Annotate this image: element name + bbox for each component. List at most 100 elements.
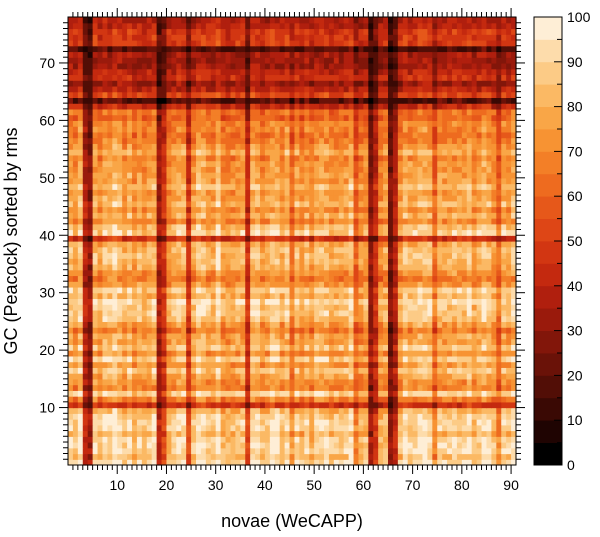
heatmap-cell [161,241,168,248]
heatmap-cell [87,281,94,288]
heatmap-cell [348,223,355,231]
heatmap-cell [412,172,419,179]
heatmap-cell [294,338,300,345]
heatmap-cell [461,373,468,380]
heatmap-cell [373,235,379,242]
heatmap-cell [269,195,276,202]
heatmap-cell [294,390,300,397]
heatmap-cell [284,350,291,357]
heatmap-cell [511,154,517,162]
heatmap-cell [456,350,463,357]
heatmap-cell [171,281,177,288]
heatmap-cell [191,424,197,432]
heatmap-cell [127,292,133,300]
heatmap-cell [102,252,108,259]
heatmap-cell [491,338,497,345]
heatmap-cell [333,315,340,323]
heatmap-cell [264,258,271,265]
heatmap-cell [511,453,517,460]
heatmap-cell [181,304,187,311]
heatmap-cell [215,149,222,156]
heatmap-cell [264,286,271,294]
heatmap-cell [476,453,483,460]
heatmap-cell [264,183,271,190]
heatmap-cell [491,258,497,265]
heatmap-cell [456,206,463,213]
heatmap-cell [476,442,483,449]
heatmap-cell [166,149,172,156]
heatmap-cell [496,384,502,391]
heatmap-cell [181,355,187,363]
heatmap-cell [402,229,409,236]
heatmap-cell [501,419,507,426]
heatmap-cell [294,453,300,460]
heatmap-cell [235,459,241,466]
heatmap-cell [461,453,468,460]
heatmap-cell [363,401,369,409]
heatmap-cell [230,172,236,179]
heatmap-cell [373,189,379,196]
heatmap-cell [324,252,330,259]
heatmap-cell [466,154,473,162]
heatmap-cell [92,390,99,397]
heatmap-cell [255,286,261,294]
heatmap-cell [378,149,384,156]
heatmap-cell [388,189,394,196]
heatmap-cell [392,160,399,167]
heatmap-cell [181,447,187,455]
heatmap-cell [447,269,453,277]
heatmap-cell [156,195,163,202]
heatmap-cell [348,447,355,455]
heatmap-cell [97,195,104,202]
heatmap-cell [358,436,364,443]
heatmap-cell [122,447,128,455]
heatmap-cell [176,401,182,409]
heatmap-cell [176,453,182,460]
heatmap-cell [373,447,379,455]
heatmap-cell [176,241,182,248]
heatmap-cell [319,246,325,254]
heatmap-cell [328,263,335,271]
heatmap-cell [481,298,488,305]
heatmap-cell [77,459,84,466]
heatmap-cell [491,241,497,248]
heatmap-cell [264,177,271,185]
heatmap-cell [87,384,94,391]
heatmap-cell [235,384,241,391]
heatmap-cell [166,459,172,466]
heatmap-cell [299,177,305,185]
heatmap-cell [196,332,202,340]
heatmap-cell [141,166,148,173]
heatmap-cell [348,189,355,196]
heatmap-cell [432,459,438,466]
heatmap-cell [348,281,355,288]
heatmap-cell [200,327,207,334]
heatmap-cell [506,298,512,305]
heatmap-cell [117,373,123,380]
heatmap-cell [117,436,123,443]
heatmap-cell [235,321,241,328]
heatmap-cell [284,183,291,190]
heatmap-cell [402,401,409,409]
heatmap-cell [422,424,428,432]
heatmap-cell [92,235,99,242]
heatmap-cell [333,183,340,190]
heatmap-cell [447,160,453,167]
heatmap-cell [353,200,360,208]
heatmap-cell [264,154,271,162]
heatmap-cell [146,321,153,328]
heatmap-cell [412,430,419,437]
heatmap-cell [97,327,104,334]
heatmap-cell [294,378,300,386]
heatmap-cell [279,367,286,374]
heatmap-cell [102,154,108,162]
heatmap-cell [235,218,241,225]
heatmap-cell [511,396,517,403]
heatmap-cell [466,309,473,317]
heatmap-cell [97,229,104,236]
heatmap-cell [196,424,202,432]
heatmap-cell [87,298,94,305]
heatmap-cell [496,206,502,213]
heatmap-cell [82,436,89,443]
heatmap-cell [215,269,222,277]
